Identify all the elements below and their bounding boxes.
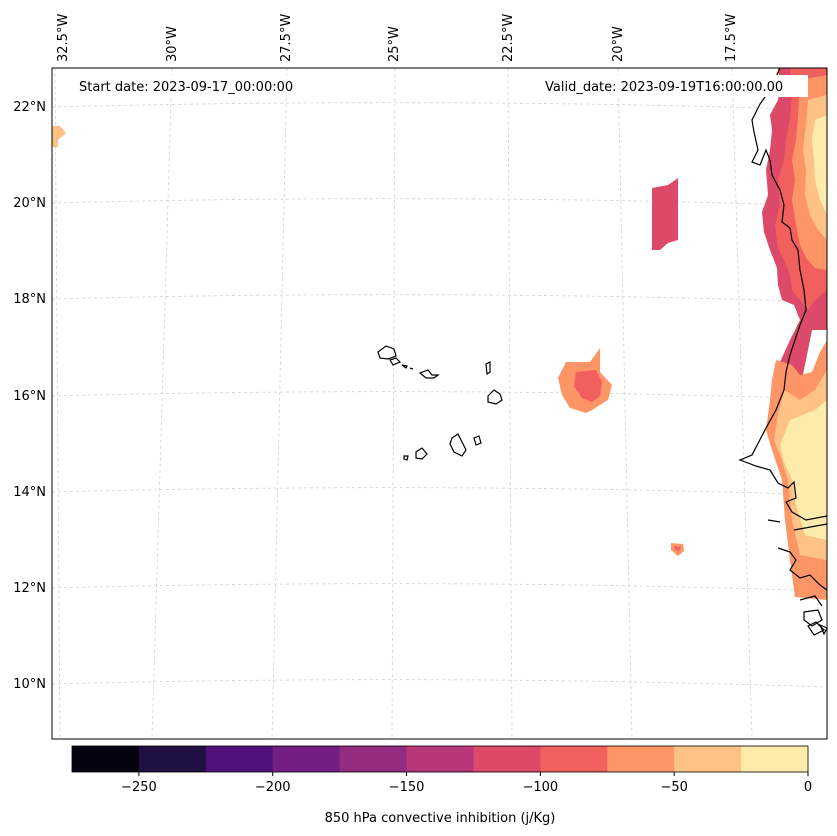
cin-contours xyxy=(52,68,827,600)
offshore-cin-patch-20n xyxy=(652,178,678,250)
lon-label: 25°W xyxy=(387,26,402,62)
colorbar-segment xyxy=(205,746,274,772)
island-brava xyxy=(403,455,409,461)
lat-label: 12°N xyxy=(13,581,46,596)
island-boa-vista xyxy=(487,389,503,405)
lon-labels: 32.5°W 30°W 27.5°W 25°W 22.5°W 20°W 17.5… xyxy=(56,14,739,62)
lat-label: 18°N xyxy=(13,292,46,307)
gridlines xyxy=(52,68,827,739)
colorbar-border xyxy=(71,745,809,773)
lat-label: 10°N xyxy=(13,677,46,692)
start-date-box xyxy=(72,75,312,97)
edge-cin-patch xyxy=(52,126,66,147)
colorbar-tick-label: −200 xyxy=(255,780,291,795)
colorbar-segment xyxy=(138,746,207,772)
lon-label: 22.5°W xyxy=(501,14,516,62)
lon-label: 27.5°W xyxy=(279,14,294,62)
colorbar-segment xyxy=(540,746,608,772)
colorbar-segment xyxy=(607,746,675,772)
lat-label: 20°N xyxy=(13,196,46,211)
colorbar-segment xyxy=(674,746,742,772)
lon-label: 17.5°W xyxy=(724,14,739,62)
lon-label: 30°W xyxy=(165,26,180,62)
colorbar-segment xyxy=(406,746,474,772)
island-maio xyxy=(473,435,482,446)
colorbar-tick-label: −100 xyxy=(523,780,559,795)
colorbar-tick-label: 0 xyxy=(804,780,812,795)
colorbar-segment xyxy=(741,746,809,772)
colorbar-segment xyxy=(72,746,140,772)
colorbar: −250 −200 −150 −100 −50 0 xyxy=(71,745,812,795)
island-sao-nicolau xyxy=(418,369,440,379)
start-date-label: Start date: 2023-09-17_00:00:00 xyxy=(79,80,293,95)
map-frame xyxy=(51,67,828,740)
map-area xyxy=(52,68,827,739)
lat-labels: 22°N 20°N 18°N 16°N 14°N 12°N 10°N xyxy=(13,100,46,692)
valid-date-box xyxy=(540,75,808,97)
africa-coastline xyxy=(738,68,827,521)
island-santiago xyxy=(449,433,467,457)
colorbar-tick-label: −250 xyxy=(121,780,157,795)
colorbar-segment xyxy=(339,746,408,772)
lat-label: 14°N xyxy=(13,485,46,500)
valid-date-label: Valid_date: 2023-09-19T16:00:00.00 xyxy=(545,80,783,95)
colorbar-label: 850 hPa convective inhibition (j/Kg) xyxy=(325,811,556,826)
colorbar-tick-label: −150 xyxy=(389,780,425,795)
coastlines xyxy=(738,68,827,636)
lon-label: 20°W xyxy=(611,26,626,62)
colorbar-segment xyxy=(473,746,541,772)
colorbar-tick-label: −50 xyxy=(660,780,687,795)
lat-label: 16°N xyxy=(13,389,46,404)
colorbar-segment xyxy=(272,746,341,772)
island-santo-antao xyxy=(377,345,397,360)
island-sal xyxy=(485,361,491,376)
cape-verde-islands xyxy=(377,345,503,461)
lon-label: 32.5°W xyxy=(56,14,71,62)
island-fogo xyxy=(415,447,428,460)
lat-label: 22°N xyxy=(13,100,46,115)
island-sao-vicente xyxy=(389,357,402,366)
